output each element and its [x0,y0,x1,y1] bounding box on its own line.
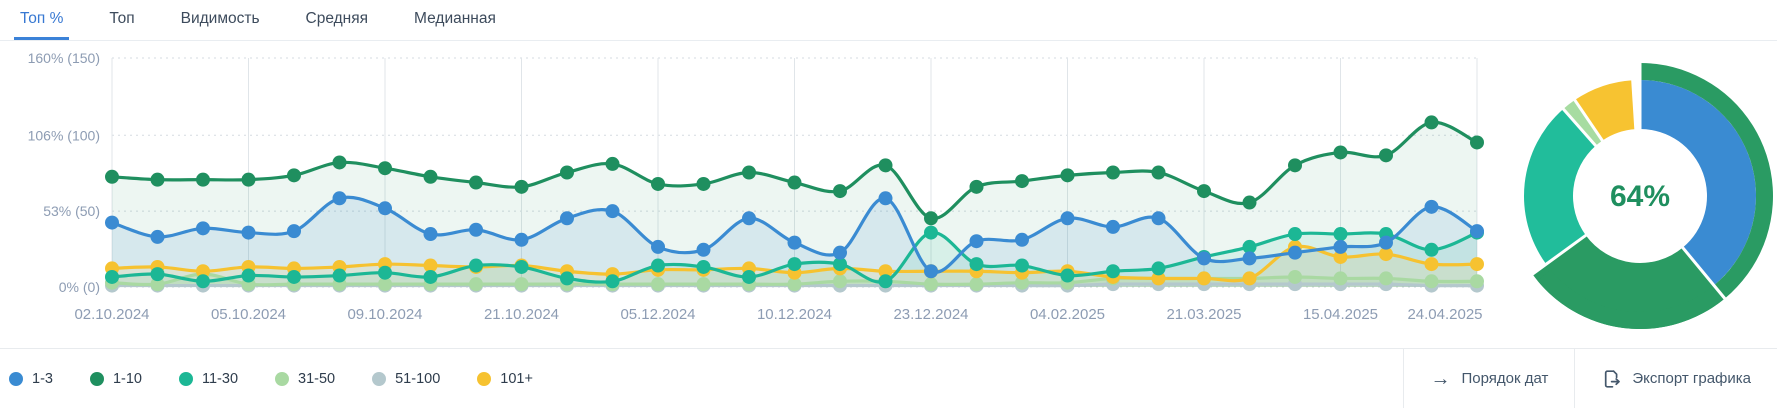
positions-donut-chart[interactable]: 64% [1498,50,1777,334]
series-1-3[interactable] [105,191,1484,279]
tab--[interactable]: Средняя [305,10,369,27]
series-area-1-3 [112,197,1477,287]
svg-text:21.03.2025: 21.03.2025 [1166,306,1241,323]
legend-label: 1-3 [32,370,53,387]
svg-text:09.10.2024: 09.10.2024 [347,306,422,323]
series-area-1-10 [112,122,1477,288]
donut-separator [1563,84,1605,144]
svg-text:10.12.2024: 10.12.2024 [757,306,832,323]
legend-item-1-3[interactable]: 1-3 [9,371,53,387]
svg-text:106% (100): 106% (100) [28,127,100,143]
tab--[interactable]: Топ % [14,7,70,40]
legend-label: 31-50 [298,370,336,387]
date-order-label: Порядок дат [1461,370,1549,387]
donut-segment-101-[interactable] [1574,80,1636,141]
legend-item-31-50[interactable]: 31-50 [275,371,335,387]
chart-legend: 1-3 1-10 11-30 31-50 51-100 101+ [0,349,533,408]
donut-segment-11-30[interactable] [1524,108,1596,265]
series-area-11-30 [112,232,1477,287]
donut-separator [1550,94,1599,149]
positions-line-chart[interactable]: 160% (150) 106% (100) 53% (50) 0% (0) 02.10.… [0,41,1490,341]
footer-actions: → Порядок дат Экспорт графика [1403,349,1777,408]
svg-text:05.10.2024: 05.10.2024 [211,306,286,323]
export-file-icon [1601,369,1621,389]
svg-text:24.04.2025: 24.04.2025 [1407,306,1482,323]
svg-text:05.12.2024: 05.12.2024 [620,306,695,323]
svg-text:15.04.2025: 15.04.2025 [1303,306,1378,323]
legend-item-101-[interactable]: 101+ [477,371,533,387]
y-axis-labels: 160% (150) 106% (100) 53% (50) 0% (0) [28,50,100,295]
tab--[interactable]: Видимость [180,10,260,27]
svg-text:0% (0): 0% (0) [59,279,100,295]
export-chart-label: Экспорт графика [1632,370,1751,387]
series-1-10[interactable] [105,115,1484,226]
svg-text:160% (150): 160% (150) [28,50,100,66]
arrow-right-icon: → [1430,367,1451,390]
legend-dot-11-30 [179,371,193,386]
legend-dot-1-3 [9,371,23,386]
donut-segment-31-50[interactable] [1563,100,1603,146]
export-chart-button[interactable]: Экспорт графика [1574,349,1777,408]
legend-dot-51-100 [372,371,387,386]
legend-label: 11-30 [202,370,239,387]
donut-separator [1530,232,1589,276]
svg-text:21.10.2024: 21.10.2024 [484,306,559,323]
legend-dot-31-50 [275,371,290,386]
legend-item-11-30[interactable]: 11-30 [179,371,238,387]
legend-label: 101+ [500,370,533,387]
legend-item-51-100[interactable]: 51-100 [372,371,440,387]
x-axis-labels: 02.10.2024 05.10.2024 09.10.2024 21.10.2024… [74,306,1482,323]
tab--[interactable]: Медианная [414,10,496,27]
legend-item-1-10[interactable]: 1-10 [89,370,142,387]
series-area-101- [112,246,1477,287]
donut-separator [1680,245,1727,301]
donut-center-label: 64% [1610,180,1670,213]
chart-metric-tabs: Топ % Топ Видимость Средняя Медианная [0,0,1777,41]
svg-text:53% (50): 53% (50) [43,203,100,219]
donut-outer-ring-1-10 [1537,63,1773,330]
date-order-button[interactable]: → Порядок дат [1403,349,1574,408]
donut-separator [1630,62,1638,132]
tab--[interactable]: Топ [109,10,135,27]
legend-dot-101- [477,371,492,386]
legend-label: 1-10 [112,370,142,387]
legend-label: 51-100 [395,370,441,387]
svg-text:04.02.2025: 04.02.2025 [1030,306,1105,323]
chart-footer: 1-3 1-10 11-30 31-50 51-100 101+ → Порядок да… [0,348,1777,408]
svg-text:23.12.2024: 23.12.2024 [893,306,968,323]
legend-dot-1-10 [89,371,104,386]
donut-segment-1-3[interactable] [1640,80,1756,286]
svg-text:02.10.2024: 02.10.2024 [74,306,149,323]
